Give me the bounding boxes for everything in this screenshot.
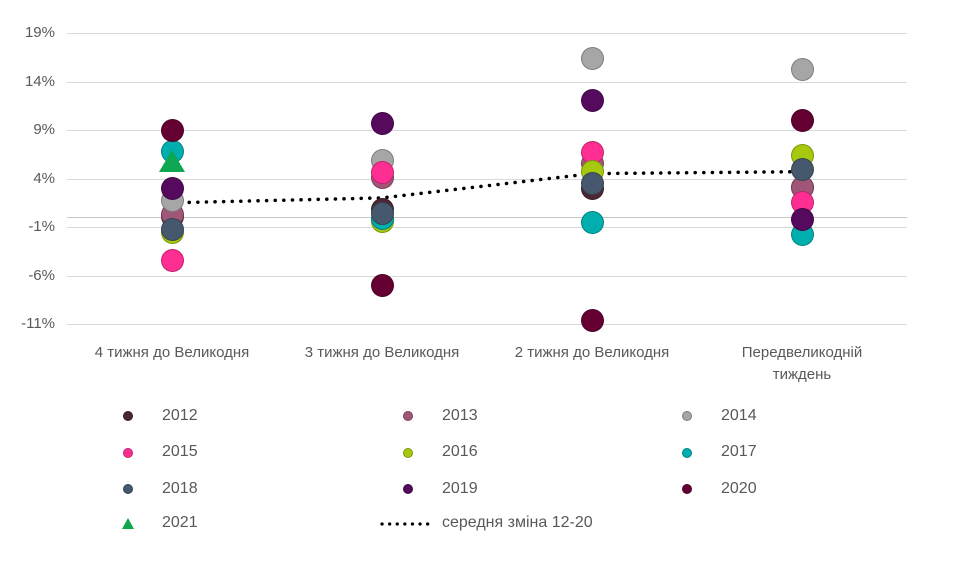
legend-label: 2016 (442, 443, 478, 460)
scatter-point-2015 (160, 249, 184, 273)
scatter-point-2014 (580, 46, 604, 70)
scatter-point-2014 (790, 58, 814, 82)
legend-marker-triangle (122, 518, 134, 529)
category-label: 4 тижня до Великодня (94, 344, 250, 361)
category-label: Передвеликодній тиждень (741, 344, 863, 383)
legend-label: 2018 (162, 479, 198, 497)
gridline (67, 81, 907, 83)
scatter-point-2019 (160, 176, 184, 200)
gridline (67, 227, 907, 228)
legend-marker-circle (682, 447, 692, 458)
y-axis-tick-label: 14% (24, 72, 55, 90)
category-label: 3 тижня до Великодня (304, 344, 460, 361)
legend-label: 2015 (162, 443, 198, 460)
scatter-point-2018 (790, 158, 814, 182)
gridline (67, 130, 907, 131)
legend-label: середня зміна 12-20 (442, 514, 593, 531)
scatter-point-2020 (580, 308, 604, 332)
y-axis-tick-label: 9% (33, 121, 55, 138)
x-axis-zero-line (67, 217, 907, 219)
scatter-point-2018 (370, 201, 394, 225)
y-axis-tick-label: 4% (33, 169, 55, 187)
scatter-point-2019 (370, 111, 394, 135)
y-axis-tick-label: -1% (28, 218, 55, 235)
scatter-point-2017 (580, 210, 604, 234)
legend-label: 2020 (721, 479, 757, 497)
legend-label: 2012 (162, 406, 198, 424)
scatter-point-2020 (370, 273, 394, 297)
scatter-point-2020 (790, 108, 814, 132)
scatter-point-2019 (580, 89, 604, 113)
scatter-point-2015 (370, 161, 394, 185)
y-axis-tick-label: -11% (21, 315, 55, 332)
scatter-point-2018 (580, 171, 604, 195)
legend-label: 2014 (721, 406, 757, 424)
gridline (67, 324, 907, 325)
y-axis-tick-label: -6% (28, 266, 55, 284)
legend-marker-circle (123, 411, 133, 421)
y-axis-tick-label: 19% (24, 24, 55, 41)
gridline (67, 33, 907, 34)
gridline (67, 275, 907, 277)
legend-label: 2021 (162, 514, 198, 531)
legend-marker-circle (403, 484, 413, 494)
category-label: 2 тижня до Великодня (514, 344, 670, 361)
scatter-point-2018 (160, 218, 184, 242)
legend-label: 2013 (442, 406, 478, 424)
legend-marker-circle (123, 447, 133, 458)
avg-trend-line-legend-swatch (380, 521, 436, 526)
scatter-point-2020 (160, 118, 184, 142)
legend-marker-circle (403, 411, 413, 421)
gridline (67, 178, 907, 180)
legend-marker-circle (682, 411, 692, 421)
scatter-point-2019 (790, 207, 814, 231)
legend-marker-circle (682, 484, 692, 494)
legend-marker-circle (403, 447, 413, 458)
legend-marker-circle (123, 484, 133, 494)
legend-label: 2017 (721, 443, 757, 460)
legend-label: 2019 (442, 479, 478, 497)
